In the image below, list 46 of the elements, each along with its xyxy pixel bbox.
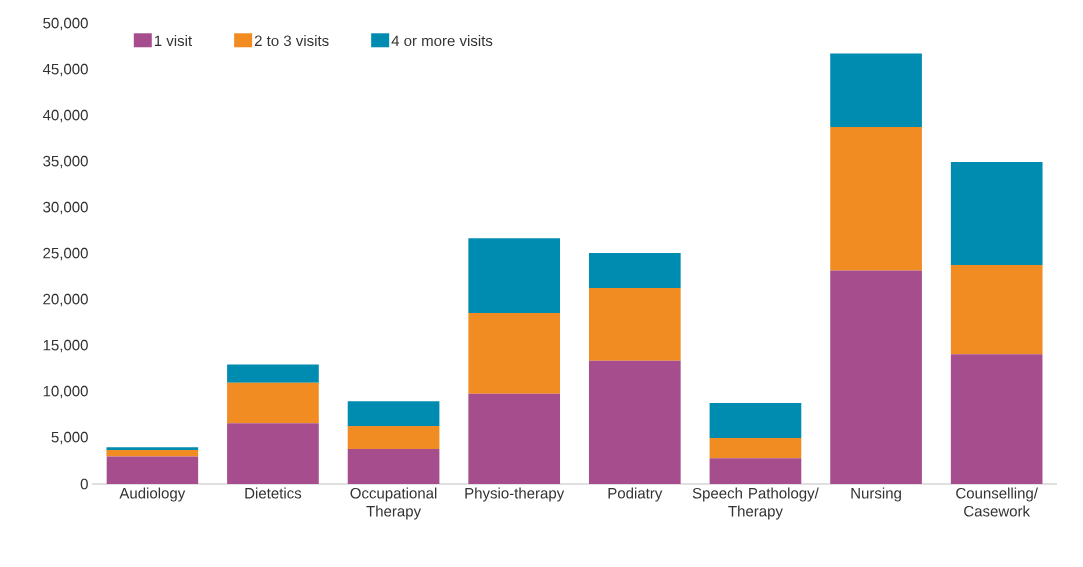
bar xyxy=(106,447,199,450)
bar xyxy=(347,401,440,427)
bar xyxy=(950,354,1043,484)
x-tick-label: Occupational Therapy xyxy=(350,487,437,520)
bar xyxy=(227,382,319,424)
bar xyxy=(227,364,319,383)
y-tick-label: 30,000 xyxy=(43,201,88,215)
bar xyxy=(709,458,802,484)
y-tick-label: 10,000 xyxy=(43,385,88,399)
bar xyxy=(950,265,1043,355)
bar xyxy=(830,270,922,484)
bar xyxy=(347,449,440,484)
bar xyxy=(830,53,922,128)
y-tick-label: 45,000 xyxy=(42,63,88,77)
bar xyxy=(106,449,199,457)
bar xyxy=(830,127,922,271)
bar xyxy=(588,288,681,361)
bar xyxy=(588,360,681,484)
x-tick-label: Speech Pathology/ Therapy xyxy=(692,487,819,520)
x-tick-label: Audiology xyxy=(119,487,186,502)
legend-label: 2 to 3 visits xyxy=(254,35,329,47)
bar xyxy=(950,161,1043,266)
y-tick-label: 5,000 xyxy=(51,431,88,445)
x-tick-label: Counselling/ Casework xyxy=(956,487,1038,517)
bar xyxy=(347,426,440,450)
y-tick-label: 40,000 xyxy=(42,109,88,123)
y-tick-label: 15,000 xyxy=(43,339,88,353)
legend-label: 4 or more visits xyxy=(391,35,493,47)
bar xyxy=(588,253,681,289)
y-tick-label: 0 xyxy=(80,478,88,490)
x-tick-label: Nursing xyxy=(851,487,901,502)
bar xyxy=(468,312,561,394)
bar xyxy=(468,393,561,484)
y-tick-label: 50,000 xyxy=(43,17,88,31)
y-tick-label: 35,000 xyxy=(43,155,88,169)
bar xyxy=(709,403,802,438)
y-tick-label: 20,000 xyxy=(43,293,88,307)
bar xyxy=(709,438,802,459)
x-tick-label: Physio-therapy xyxy=(465,487,565,502)
legend-label: 1 visit xyxy=(154,35,193,47)
x-tick-label: Podiatry xyxy=(608,487,663,502)
bar xyxy=(227,423,319,484)
bar xyxy=(468,238,561,313)
x-tick-label: Dietetics xyxy=(245,487,302,499)
bar xyxy=(106,456,199,484)
y-tick-label: 25,000 xyxy=(43,247,88,261)
